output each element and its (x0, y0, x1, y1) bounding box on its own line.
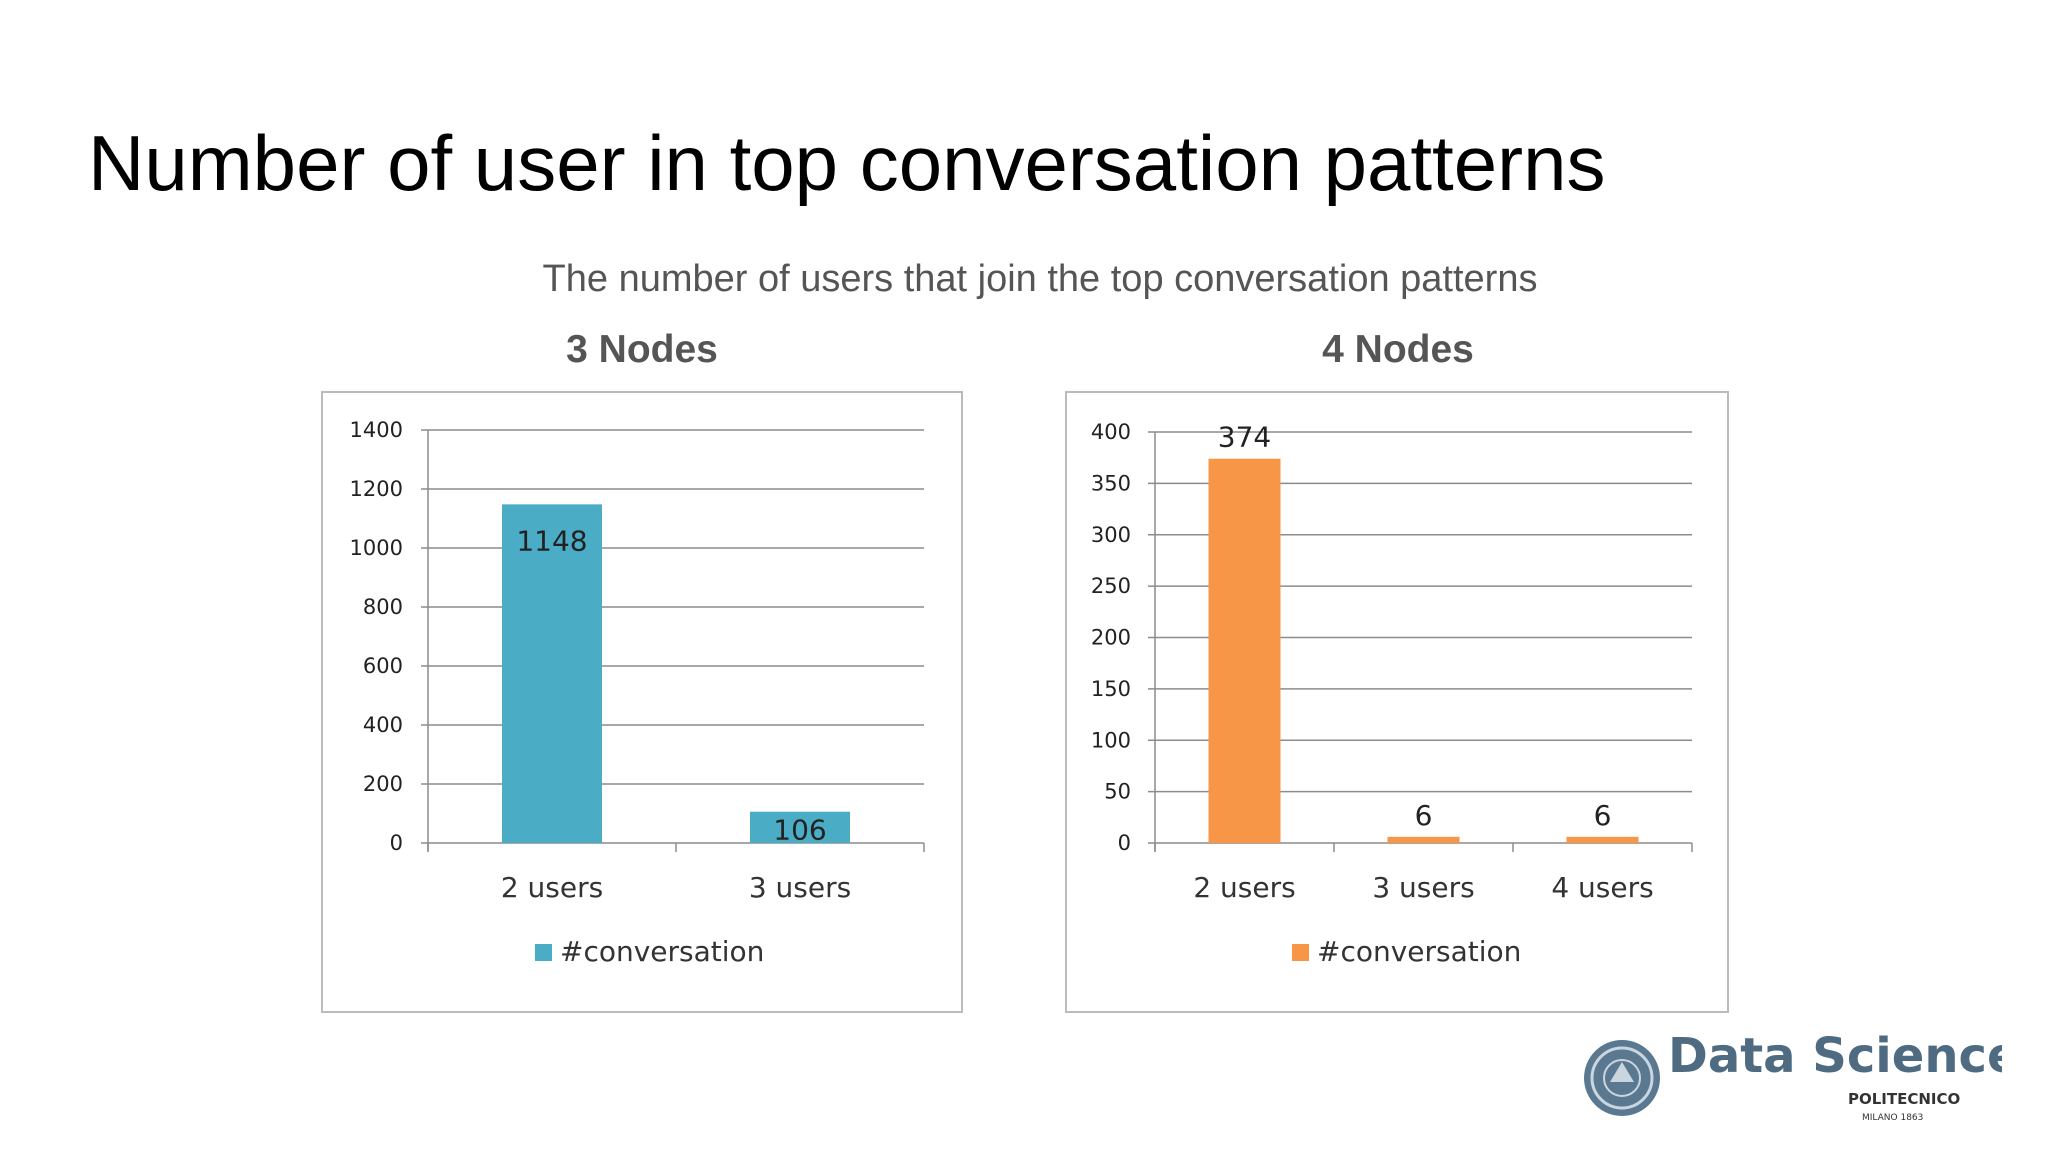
y-tick-label: 100 (1091, 728, 1131, 752)
data-label: 106 (773, 814, 826, 847)
chart-title-4-nodes: 4 Nodes (1322, 328, 1474, 371)
y-tick-label: 200 (1091, 626, 1131, 650)
y-tick-label: 600 (363, 654, 403, 678)
bar (750, 811, 850, 843)
y-tick-label: 0 (1118, 831, 1131, 855)
chart-3-nodes-plot: 0 200 400 600 800 1000 1200 1400 1148 2 users 106 3… (350, 418, 925, 968)
category-label: 2 users (501, 871, 603, 904)
y-tick-label: 400 (363, 713, 403, 737)
bar (502, 504, 602, 843)
category-label: 4 users (1551, 871, 1653, 904)
legend-swatch (1292, 944, 1309, 961)
y-tick-label: 400 (1091, 420, 1131, 444)
y-tick-label: 200 (363, 772, 403, 796)
y-tick-label: 50 (1104, 780, 1131, 804)
data-label: 374 (1218, 421, 1271, 454)
slide-subtitle: The number of users that join the top co… (542, 258, 1538, 300)
category-label: 2 users (1193, 871, 1295, 904)
y-tick-label: 1400 (350, 418, 403, 442)
y-tick-label: 250 (1091, 574, 1131, 598)
logo-subtext: POLITECNICO (1848, 1090, 1960, 1108)
chart-4-nodes-plot: 0 50 100 150 200 250 300 350 400 374 2 users 6 3 use… (1091, 420, 1693, 968)
y-tick-label: 1000 (350, 536, 403, 560)
data-label: 6 (1594, 799, 1612, 832)
y-tick-label: 150 (1091, 677, 1131, 701)
logo-text: Data Science (1668, 1028, 2002, 1084)
slide-title: Number of user in top conversation patte… (88, 119, 1606, 207)
legend-swatch (535, 944, 552, 961)
bar (1208, 458, 1281, 843)
category-label: 3 users (749, 871, 851, 904)
y-tick-label: 0 (390, 831, 403, 855)
category-label: 3 users (1372, 871, 1474, 904)
logo-subtext-small: MILANO 1863 (1862, 1113, 1923, 1123)
legend-label: #conversation (1317, 935, 1521, 968)
data-label: 6 (1415, 799, 1433, 832)
y-tick-label: 1200 (350, 477, 403, 501)
bar (1566, 836, 1639, 843)
chart-4-nodes: 0 50 100 150 200 250 300 350 400 374 2 users 6 3 use… (1065, 391, 1729, 1013)
y-tick-label: 300 (1091, 523, 1131, 547)
chart-3-nodes: 0 200 400 600 800 1000 1200 1400 1148 2 users 106 3… (321, 391, 963, 1013)
bar (1387, 836, 1460, 843)
chart-title-3-nodes: 3 Nodes (566, 328, 718, 371)
data-label: 1148 (516, 524, 587, 557)
data-science-logo: Data Science POLITECNICO MILANO 1863 (1582, 1022, 2020, 1128)
y-tick-label: 800 (363, 595, 403, 619)
y-tick-label: 350 (1091, 471, 1131, 495)
legend-label: #conversation (560, 935, 764, 968)
politecnico-seal-icon: Data Science POLITECNICO MILANO 1863 (1584, 1028, 2020, 1123)
